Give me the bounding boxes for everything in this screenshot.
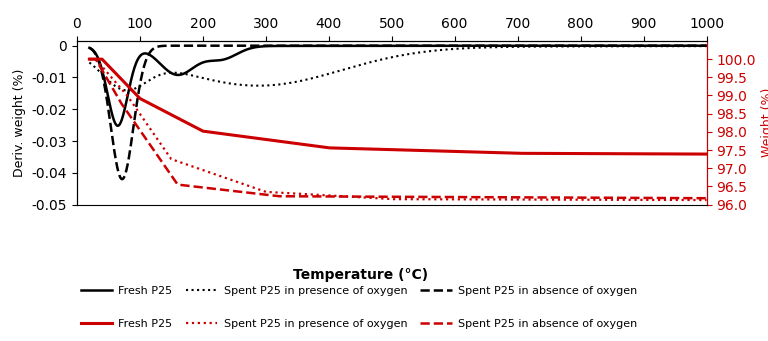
Legend: Fresh P25, Spent P25 in presence of oxygen, Spent P25 in absence of oxygen: Fresh P25, Spent P25 in presence of oxyg… [76,314,642,333]
Y-axis label: Weight (%): Weight (%) [761,88,768,158]
Text: Temperature (°C): Temperature (°C) [293,267,429,282]
Y-axis label: Deriv. weight (%): Deriv. weight (%) [13,69,26,177]
